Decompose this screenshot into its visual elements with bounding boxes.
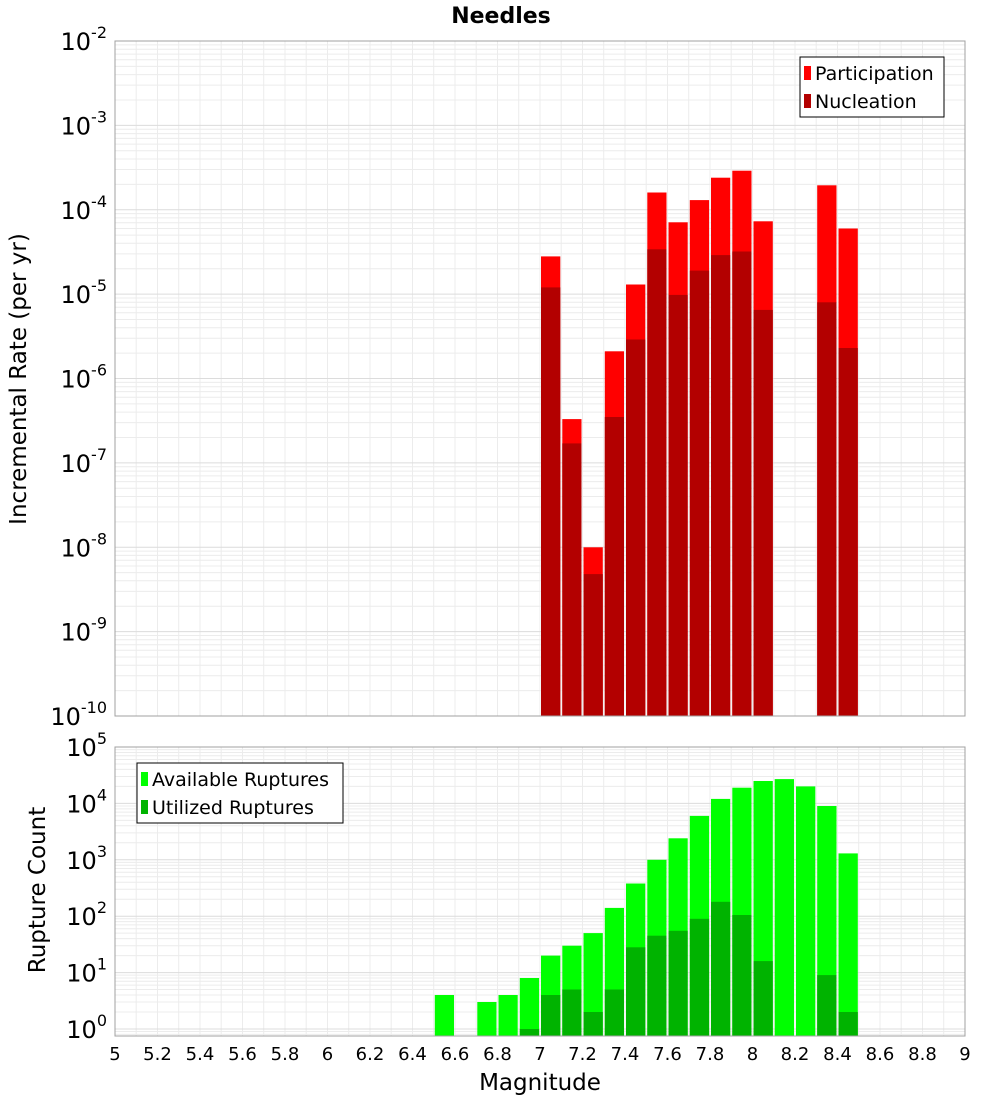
bottom-bar-b <box>604 989 624 1036</box>
bottom-y-tick-label: 103 <box>66 842 107 875</box>
x-tick-label: 9 <box>959 1044 970 1065</box>
x-tick-labels: 5 5.2 5.4 5.6 5.8 6 6.2 6.4 6.6 6.8 7 7.2 7.4 7.6 7.8 8… <box>109 1044 970 1065</box>
bottom-legend-swatch <box>141 800 148 814</box>
top-y-tick-label: 10-2 <box>61 23 108 56</box>
top-bar-b <box>711 255 731 716</box>
top-grid <box>114 40 966 717</box>
top-y-tick-label: 10-4 <box>61 192 108 225</box>
top-bar-b <box>668 294 688 716</box>
top-legend-box <box>799 56 945 118</box>
x-tick-label: 8 <box>747 1044 758 1065</box>
x-tick-label: 7.4 <box>611 1044 640 1065</box>
bottom-y-tick-label: 104 <box>66 785 107 818</box>
top-legend-label: Participation <box>815 63 934 85</box>
x-tick-label: 7.2 <box>568 1044 597 1065</box>
bottom-bar-b <box>689 918 710 1036</box>
top-legend: Participation Nucleation <box>799 56 945 118</box>
bottom-bar-a <box>434 995 454 1036</box>
x-tick-label: 6.2 <box>356 1044 385 1065</box>
bottom-bar-b <box>753 961 773 1036</box>
top-bar-b <box>647 249 667 717</box>
bottom-plot-frame <box>114 746 966 1037</box>
top-y-tick-label: 10-7 <box>61 445 108 478</box>
x-tick-label: 5.2 <box>143 1044 172 1065</box>
top-y-tick-label: 10-5 <box>61 276 108 309</box>
bottom-y-tick-label: 105 <box>66 729 107 762</box>
bottom-legend-label: Available Ruptures <box>152 769 329 791</box>
x-axis-label: Magnitude <box>479 1070 601 1096</box>
top-legend-label: Nucleation <box>815 91 917 113</box>
bottom-bar-b <box>541 995 561 1036</box>
top-bar-b <box>562 443 582 716</box>
bottom-y-tick-label: 102 <box>66 898 107 931</box>
x-tick-label: 8.4 <box>823 1044 852 1065</box>
rate-panel: 10-2 10-3 10-4 10-5 10-6 10-7 10-8 10-9 10-10 Par… <box>50 23 966 731</box>
top-bar-b <box>838 348 858 716</box>
top-plot-frame <box>114 40 966 717</box>
x-tick-label: 5.4 <box>186 1044 215 1065</box>
x-tick-label: 8.8 <box>908 1044 937 1065</box>
bottom-bar-b <box>668 930 688 1036</box>
bottom-bar-a <box>774 779 794 1036</box>
x-tick-label: 6 <box>322 1044 333 1065</box>
bottom-y-tick-label: 100 <box>66 1011 107 1044</box>
x-tick-label: 7 <box>534 1044 545 1065</box>
top-bar-b <box>753 309 773 716</box>
x-tick-label: 6.4 <box>398 1044 427 1065</box>
top-bar-b <box>689 270 710 716</box>
top-y-tick-label: 10-9 <box>61 614 108 647</box>
bottom-bar-a <box>477 1002 497 1036</box>
bottom-bar-b <box>583 1012 603 1036</box>
bottom-legend-swatch <box>141 772 148 786</box>
bottom-bar-a <box>796 786 816 1036</box>
x-tick-label: 8.2 <box>781 1044 810 1065</box>
top-bar-b <box>541 287 561 716</box>
bottom-bar-b <box>626 947 646 1036</box>
x-tick-label: 5 <box>109 1044 120 1065</box>
bottom-legend-box <box>136 762 344 824</box>
top-bar-b <box>732 251 752 716</box>
bottom-bar-a <box>519 978 540 1036</box>
top-y-tick-label: 10-8 <box>61 529 108 562</box>
bottom-legend: Available Ruptures Utilized Ruptures <box>136 762 344 824</box>
top-y-tick-label: 10-10 <box>50 698 107 731</box>
top-legend-swatch <box>804 94 811 108</box>
top-y-axis-label: Incremental Rate (per yr) <box>6 233 32 525</box>
top-y-tick-label: 10-3 <box>61 107 108 140</box>
bottom-legend-label: Utilized Ruptures <box>152 797 314 819</box>
top-legend-swatch <box>804 66 811 80</box>
bottom-bar-b <box>838 1012 858 1036</box>
x-tick-label: 7.8 <box>696 1044 725 1065</box>
top-bar-b <box>583 574 603 716</box>
bottom-bar-b <box>562 989 582 1036</box>
bottom-bar-a <box>498 995 518 1036</box>
top-series-nucleation <box>541 249 858 717</box>
x-tick-label: 8.6 <box>866 1044 895 1065</box>
x-tick-label: 5.8 <box>271 1044 300 1065</box>
x-tick-label: 7.6 <box>653 1044 682 1065</box>
x-tick-label: 6.6 <box>441 1044 470 1065</box>
chart-title: Needles <box>451 4 551 29</box>
bottom-bar-a <box>838 853 858 1036</box>
bottom-bar-b <box>647 935 667 1036</box>
bottom-series-utilized-ruptures <box>519 901 858 1036</box>
bottom-y-axis-label: Rupture Count <box>25 807 51 973</box>
bottom-bar-b <box>817 975 837 1036</box>
top-bar-b <box>626 339 646 716</box>
top-bar-b <box>604 417 624 716</box>
top-bar-b <box>817 302 837 716</box>
bottom-bar-b <box>711 901 731 1036</box>
bottom-bar-b <box>519 1029 540 1036</box>
bottom-y-tick-label: 101 <box>66 955 107 988</box>
top-y-tick-label: 10-6 <box>61 361 108 394</box>
bottom-bar-b <box>732 915 752 1036</box>
x-tick-label: 5.6 <box>228 1044 257 1065</box>
rupture-count-panel: 100 101 102 103 104 105 Available Ruptures Util… <box>66 729 970 1065</box>
x-tick-label: 6.8 <box>483 1044 512 1065</box>
bottom-bar-a <box>583 933 603 1036</box>
